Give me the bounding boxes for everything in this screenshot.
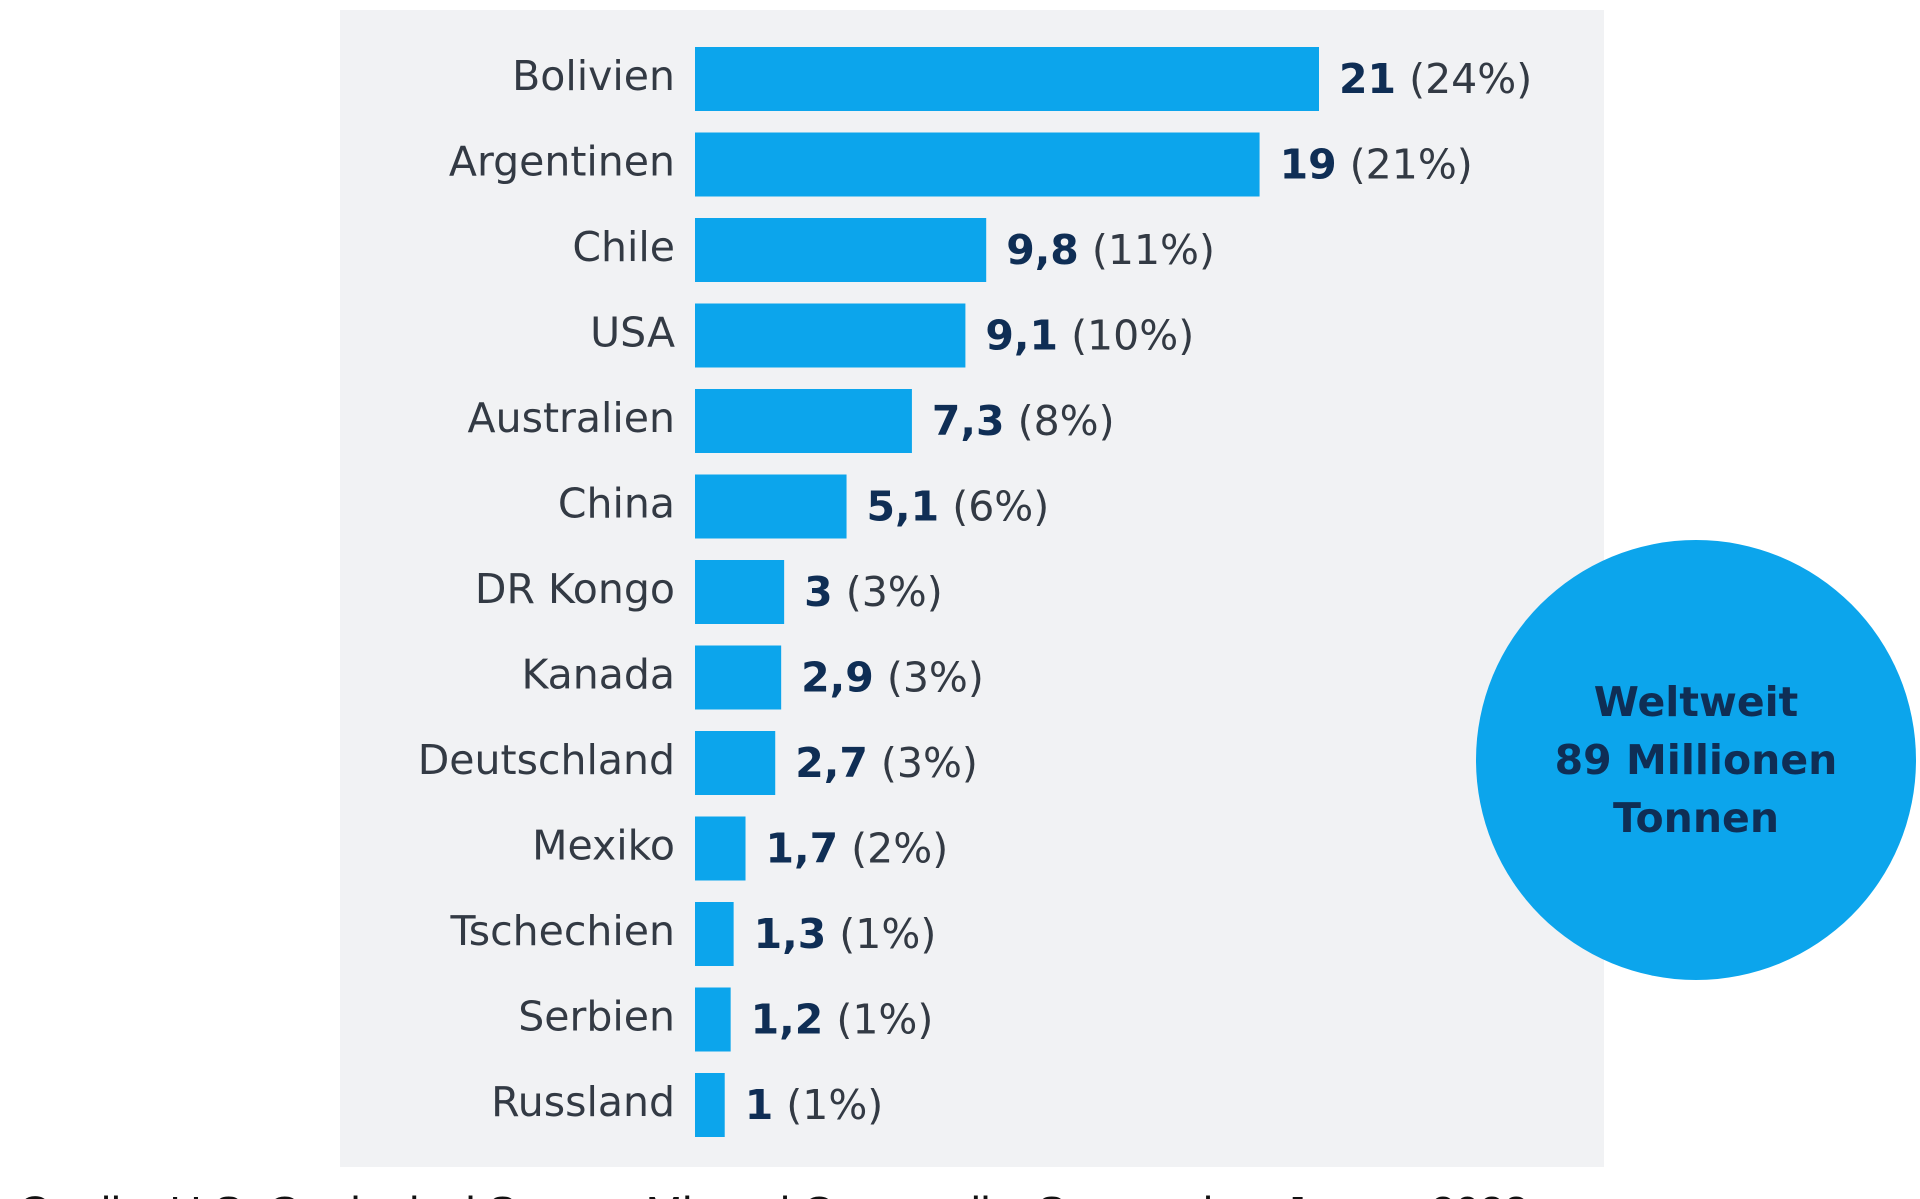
value-label: 9,8 (11%) bbox=[1006, 226, 1215, 274]
value-label: 7,3 (8%) bbox=[932, 397, 1115, 445]
category-label: Kanada bbox=[521, 651, 675, 699]
bar-dr-kongo bbox=[695, 560, 785, 624]
bar-kanada bbox=[695, 645, 782, 710]
value-label: 2,7 (3%) bbox=[795, 739, 978, 787]
value-number: 2,7 bbox=[795, 739, 868, 787]
bar-china bbox=[695, 474, 847, 539]
category-label: Serbien bbox=[518, 993, 675, 1041]
value-label: 5,1 (6%) bbox=[867, 483, 1050, 531]
value-number: 5,1 bbox=[867, 483, 940, 531]
value-number: 19 bbox=[1280, 141, 1337, 189]
bar-deutschland bbox=[695, 731, 776, 795]
value-percent: (10%) bbox=[1058, 312, 1194, 360]
bar-argentinen bbox=[695, 132, 1260, 197]
category-label: Australien bbox=[468, 394, 675, 442]
value-number: 3 bbox=[804, 568, 833, 616]
value-percent: (1%) bbox=[823, 996, 933, 1044]
world-total-line-3: Tonnen bbox=[1612, 794, 1780, 842]
value-number: 9,1 bbox=[985, 312, 1058, 360]
value-percent: (1%) bbox=[773, 1081, 883, 1129]
value-label: 2,9 (3%) bbox=[801, 654, 984, 702]
value-percent: (24%) bbox=[1396, 55, 1532, 103]
bar-australien bbox=[695, 389, 912, 453]
bar-mexiko bbox=[695, 816, 746, 881]
value-percent: (3%) bbox=[874, 654, 984, 702]
category-label: Chile bbox=[572, 223, 675, 271]
value-label: 1,2 (1%) bbox=[751, 996, 934, 1044]
bar-chart: Bolivien 21 (24%) Argentinen 19 (21%) Chile 9… bbox=[418, 47, 1532, 1137]
world-total-badge: Weltweit 89 Millionen Tonnen bbox=[1476, 540, 1916, 980]
value-percent: (3%) bbox=[833, 568, 943, 616]
bar-bolivien bbox=[695, 47, 1319, 111]
value-number: 1,7 bbox=[766, 825, 839, 873]
value-percent: (21%) bbox=[1337, 141, 1473, 189]
value-number: 1 bbox=[745, 1081, 774, 1129]
value-label: 1 (1%) bbox=[745, 1081, 884, 1129]
value-percent: (8%) bbox=[1005, 397, 1115, 445]
value-percent: (2%) bbox=[838, 825, 948, 873]
bar-tschechien bbox=[695, 902, 734, 966]
source-note: Quelle: U.S. Geological Survey, Mineral … bbox=[18, 1188, 1528, 1199]
value-label: 3 (3%) bbox=[804, 568, 943, 616]
value-label: 9,1 (10%) bbox=[985, 312, 1194, 360]
category-label: USA bbox=[590, 309, 675, 357]
world-total-line-1: Weltweit bbox=[1593, 678, 1799, 726]
category-label: Russland bbox=[491, 1078, 675, 1126]
bar-russland bbox=[695, 1073, 725, 1137]
value-label: 1,3 (1%) bbox=[754, 910, 937, 958]
value-percent: (11%) bbox=[1079, 226, 1215, 274]
value-number: 1,3 bbox=[754, 910, 827, 958]
value-label: 19 (21%) bbox=[1280, 141, 1473, 189]
value-number: 1,2 bbox=[751, 996, 824, 1044]
category-label: Argentinen bbox=[449, 138, 675, 186]
category-label: Mexiko bbox=[532, 822, 675, 870]
chart-panel: Bolivien 21 (24%) Argentinen 19 (21%) Chile 9… bbox=[340, 10, 1916, 1167]
world-total-line-2: 89 Millionen bbox=[1554, 736, 1838, 784]
value-percent: (3%) bbox=[868, 739, 978, 787]
value-label: 21 (24%) bbox=[1339, 55, 1532, 103]
value-number: 9,8 bbox=[1006, 226, 1079, 274]
bar-chile bbox=[695, 218, 987, 282]
value-number: 7,3 bbox=[932, 397, 1005, 445]
value-percent: (1%) bbox=[826, 910, 936, 958]
value-percent: (6%) bbox=[939, 483, 1049, 531]
value-number: 21 bbox=[1339, 55, 1396, 103]
category-label: Deutschland bbox=[418, 736, 675, 784]
category-label: Tschechien bbox=[450, 907, 676, 955]
value-label: 1,7 (2%) bbox=[766, 825, 949, 873]
category-label: China bbox=[558, 480, 675, 528]
value-number: 2,9 bbox=[801, 654, 874, 702]
category-label: Bolivien bbox=[512, 52, 675, 100]
bar-usa bbox=[695, 303, 966, 368]
category-label: DR Kongo bbox=[475, 565, 675, 613]
bar-serbien bbox=[695, 987, 731, 1052]
